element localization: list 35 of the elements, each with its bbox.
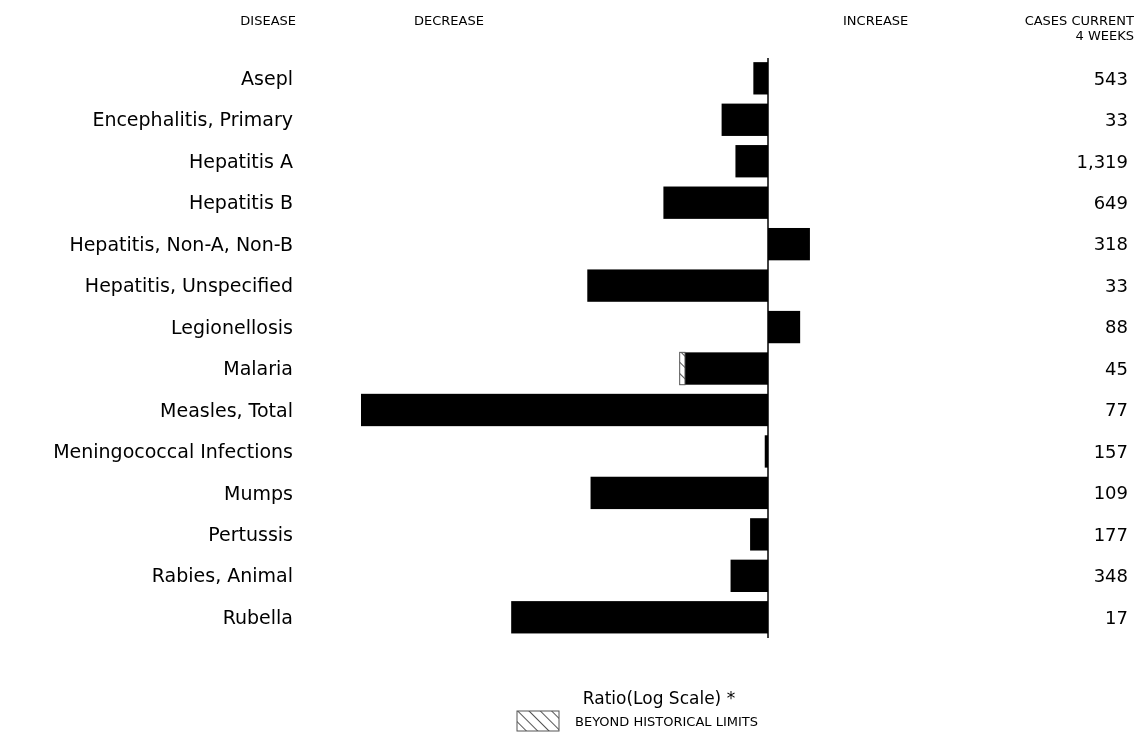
y-tick-label: Malaria — [223, 357, 293, 380]
text: 45 — [1105, 357, 1128, 379]
x-axis-title: Ratio(Log Scale) * — [582, 688, 736, 708]
y-tick-label: Hepatitis, Unspecified — [84, 274, 293, 297]
text: 543 — [1093, 67, 1128, 89]
y-tick-label: Rubella — [222, 605, 293, 628]
y-tick-label: Hepatitis, Non-A, Non-B — [69, 232, 293, 255]
text: 1,319 — [1076, 150, 1128, 172]
y-tick-label: Rabies, Animal — [151, 564, 293, 587]
y-tick-label: Pertussis — [208, 523, 293, 546]
y-tick-label: Measles, Total — [160, 398, 293, 421]
text: 77 — [1105, 399, 1128, 421]
text: CASES CURRENT 4 WEEKS — [1024, 13, 1135, 43]
text: INCREASE — [843, 13, 909, 28]
bar — [679, 351, 686, 386]
y-tick-label: Encephalitis, Primary — [92, 108, 293, 131]
y-tick-label: Asepl — [241, 66, 293, 89]
y-axis-title: DISEASE — [240, 13, 296, 28]
text: 318 — [1093, 233, 1128, 255]
text: 17 — [1105, 606, 1128, 628]
y-tick-label: Mumps — [224, 481, 293, 504]
text: 88 — [1105, 316, 1128, 338]
y-tick-label: Legionellosis — [171, 315, 293, 338]
text: 33 — [1105, 274, 1128, 296]
text: 649 — [1093, 191, 1128, 213]
y-tick-label: Meningococcal Infections — [53, 440, 293, 463]
text: DECREASE — [414, 13, 484, 28]
text: 157 — [1093, 440, 1128, 462]
y-tick-label: Hepatitis A — [188, 149, 293, 172]
text: 348 — [1093, 565, 1128, 587]
text: 177 — [1093, 523, 1128, 545]
y-tick-label: Hepatitis B — [188, 191, 293, 214]
text: 33 — [1105, 109, 1128, 131]
text: 109 — [1093, 482, 1128, 504]
legend-label: BEYOND HISTORICAL LIMITS — [575, 714, 759, 729]
